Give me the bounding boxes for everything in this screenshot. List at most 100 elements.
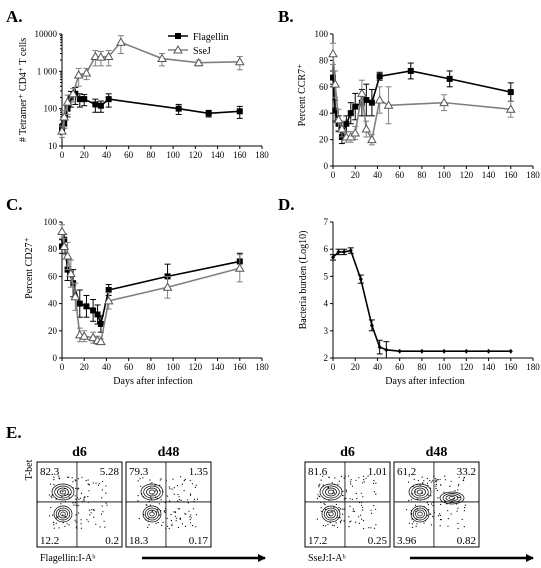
panel-b-label: B. — [278, 7, 294, 26]
y-tick-label: 100 — [315, 29, 329, 39]
event-dot — [67, 476, 69, 478]
data-point — [507, 89, 514, 96]
y-tick-label: 4 — [324, 299, 329, 309]
event-dot — [88, 484, 90, 486]
event-dot — [423, 480, 425, 482]
event-dot — [148, 500, 150, 502]
event-dot — [97, 484, 99, 486]
event-dot — [427, 484, 429, 486]
event-dot — [102, 480, 104, 483]
event-dot — [426, 482, 428, 484]
event-dot — [443, 491, 445, 493]
event-dot — [160, 478, 162, 480]
event-dot — [463, 477, 465, 479]
series-line — [61, 239, 240, 327]
event-dot — [55, 498, 57, 500]
y-tick-label: 2 — [324, 353, 329, 363]
event-dot — [318, 484, 320, 486]
event-dot — [190, 517, 192, 519]
x-tick-label: 140 — [211, 150, 225, 160]
flow-plot-title: d6 — [72, 445, 87, 460]
event-dot — [411, 526, 413, 529]
event-dot — [171, 525, 173, 527]
data-point — [96, 336, 106, 346]
event-dot — [88, 490, 90, 492]
event-dot — [184, 525, 187, 528]
event-dot — [49, 483, 52, 485]
event-dot — [137, 500, 139, 502]
plot-d: 0 20 40 60 80 100 120 140 160 180 2 3 4 5 6 7 — [324, 217, 541, 372]
legend: Flagellin SsеJ — [168, 32, 229, 57]
event-dot — [341, 508, 343, 510]
data-point — [79, 331, 90, 340]
event-dot — [179, 518, 181, 520]
event-dot — [318, 486, 320, 488]
contour-ring — [414, 487, 426, 497]
contour-ring — [58, 509, 68, 519]
contour-ring — [448, 496, 456, 500]
event-dot — [74, 487, 77, 489]
panel-a: A. # Tetramer⁺ CD4⁺ T cells 0 20 40 60 80 100… — [6, 7, 269, 160]
event-dot — [170, 514, 172, 516]
flow-xlabel: SsеJ:I-Aᵇ — [308, 553, 346, 564]
event-dot — [162, 521, 164, 524]
event-dot — [163, 510, 166, 512]
event-dot — [444, 475, 446, 477]
flow-plot-frame — [36, 461, 123, 548]
event-dot — [195, 526, 197, 528]
contour-ring — [55, 507, 71, 521]
y-tick-label: 20 — [319, 135, 329, 145]
event-dot — [444, 479, 447, 481]
event-dot — [439, 525, 441, 527]
contour-ring — [411, 485, 429, 499]
data-point — [333, 114, 344, 124]
panel-b: B. Percent CCR7⁺ 0 20 40 60 80 100 120 140 160 18… — [278, 7, 540, 180]
event-dot — [80, 527, 82, 529]
data-point — [363, 97, 370, 103]
event-dot — [438, 513, 440, 515]
contour-ring — [416, 489, 424, 495]
series-line — [61, 41, 240, 132]
event-dot — [190, 514, 192, 516]
event-dot — [139, 478, 141, 480]
x-tick-label: 120 — [460, 170, 474, 180]
y-tick-label: 80 — [319, 55, 329, 65]
event-dot — [192, 508, 195, 510]
plot-c: 0 20 40 60 80 100 120 140 160 180 0 20 40 60 80 100 — [44, 217, 270, 372]
x-tick-label: 100 — [437, 362, 451, 372]
event-dot — [339, 508, 342, 510]
event-dot — [189, 479, 191, 482]
event-dot — [190, 493, 192, 495]
event-dot — [405, 509, 408, 511]
data-point — [81, 68, 92, 77]
event-dot — [322, 475, 324, 477]
contour-ring — [410, 505, 430, 523]
event-dot — [333, 492, 335, 494]
event-dot — [75, 498, 77, 500]
event-dot — [344, 475, 346, 477]
event-dot — [338, 480, 340, 482]
event-dot — [457, 527, 459, 530]
event-dot — [370, 512, 373, 515]
event-dot — [450, 513, 452, 515]
event-dot — [433, 511, 435, 514]
event-dot — [368, 527, 370, 529]
event-dot — [104, 526, 106, 528]
x-tick-label: 100 — [437, 170, 451, 180]
quadrant-percent: 0.25 — [368, 535, 388, 547]
event-dot — [140, 485, 142, 487]
event-dot — [342, 490, 344, 492]
event-dot — [143, 513, 145, 516]
event-dot — [148, 524, 150, 526]
event-dot — [51, 494, 53, 496]
event-dot — [189, 519, 191, 521]
event-dot — [166, 517, 168, 519]
event-dot — [348, 526, 350, 528]
event-dot — [432, 516, 434, 518]
data-point — [505, 104, 516, 113]
x-tick-label: 180 — [526, 362, 540, 372]
event-dot — [320, 507, 322, 509]
event-dot — [74, 479, 76, 481]
event-dot — [352, 508, 354, 510]
event-dot — [65, 501, 67, 503]
